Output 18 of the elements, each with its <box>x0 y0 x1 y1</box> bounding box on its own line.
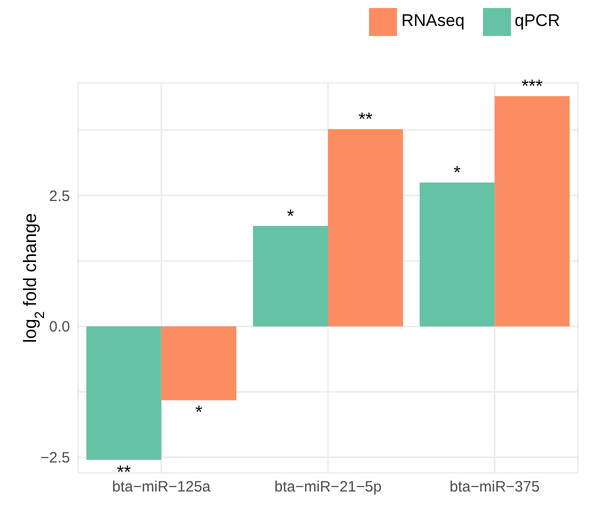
bar <box>161 326 236 400</box>
y-tick-label: 2.5 <box>49 188 70 205</box>
annotation: *** <box>522 76 543 96</box>
y-tick-label: −2.5 <box>40 450 70 467</box>
bar <box>494 96 570 326</box>
annotation: * <box>195 402 202 422</box>
annotation: ** <box>358 109 373 130</box>
annotation: * <box>454 162 461 182</box>
legend-label: RNAseq <box>401 11 465 30</box>
text: 0.0 <box>49 318 70 336</box>
bar <box>328 129 403 326</box>
x-tick-label: bta−miR−375 <box>450 478 540 496</box>
bar <box>86 326 162 460</box>
x-tick-label: bta−miR−21−5p <box>274 478 382 496</box>
bar <box>253 226 328 326</box>
legend-label: qPCR <box>514 11 560 30</box>
annotation: * <box>286 206 294 226</box>
bar <box>420 182 495 326</box>
